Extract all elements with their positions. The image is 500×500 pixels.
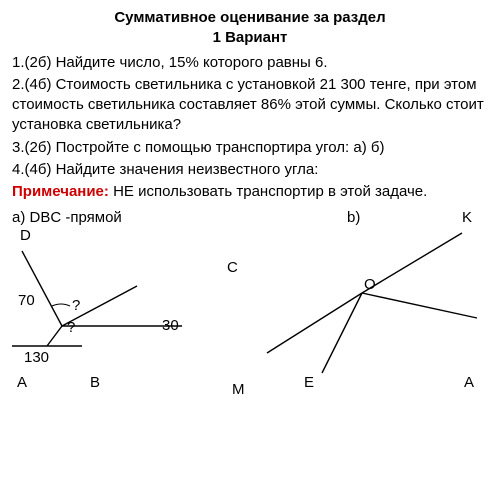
- note-label: Примечание:: [12, 183, 109, 200]
- task-4: 4.(4б) Найдите значения неизвестного угл…: [12, 160, 488, 180]
- label-M: M: [232, 380, 245, 400]
- task-note: Примечание: НЕ использовать транспортир …: [12, 182, 488, 202]
- task-3: 3.(2б) Постройте с помощью транспортира …: [12, 138, 488, 158]
- figure-b-svg: [252, 218, 488, 388]
- label-C: C: [227, 258, 238, 278]
- label-70: 70: [18, 291, 35, 311]
- label-q2: ?: [67, 318, 75, 338]
- note-text: НЕ использовать транспортир в этой задач…: [109, 183, 427, 200]
- label-E: E: [304, 373, 314, 393]
- label-30: 30: [162, 316, 179, 336]
- page-title: Суммативное оценивание за раздел: [12, 8, 488, 28]
- figures-area: а) DBC -прямой b) D 70 ? ? 30 130 A B C: [12, 208, 488, 398]
- label-130: 130: [24, 348, 49, 368]
- label-A: A: [17, 373, 27, 393]
- variant-subtitle: 1 Вариант: [12, 28, 488, 48]
- task-2: 2.(4б) Стоимость светильника с установко…: [12, 75, 488, 136]
- label-q1: ?: [72, 296, 80, 316]
- label-K: K: [462, 208, 472, 228]
- task-1: 1.(2б) Найдите число, 15% которого равны…: [12, 53, 488, 73]
- label-O: O: [364, 275, 376, 295]
- label-B: B: [90, 373, 100, 393]
- label-Ab: A: [464, 373, 474, 393]
- label-D: D: [20, 226, 31, 246]
